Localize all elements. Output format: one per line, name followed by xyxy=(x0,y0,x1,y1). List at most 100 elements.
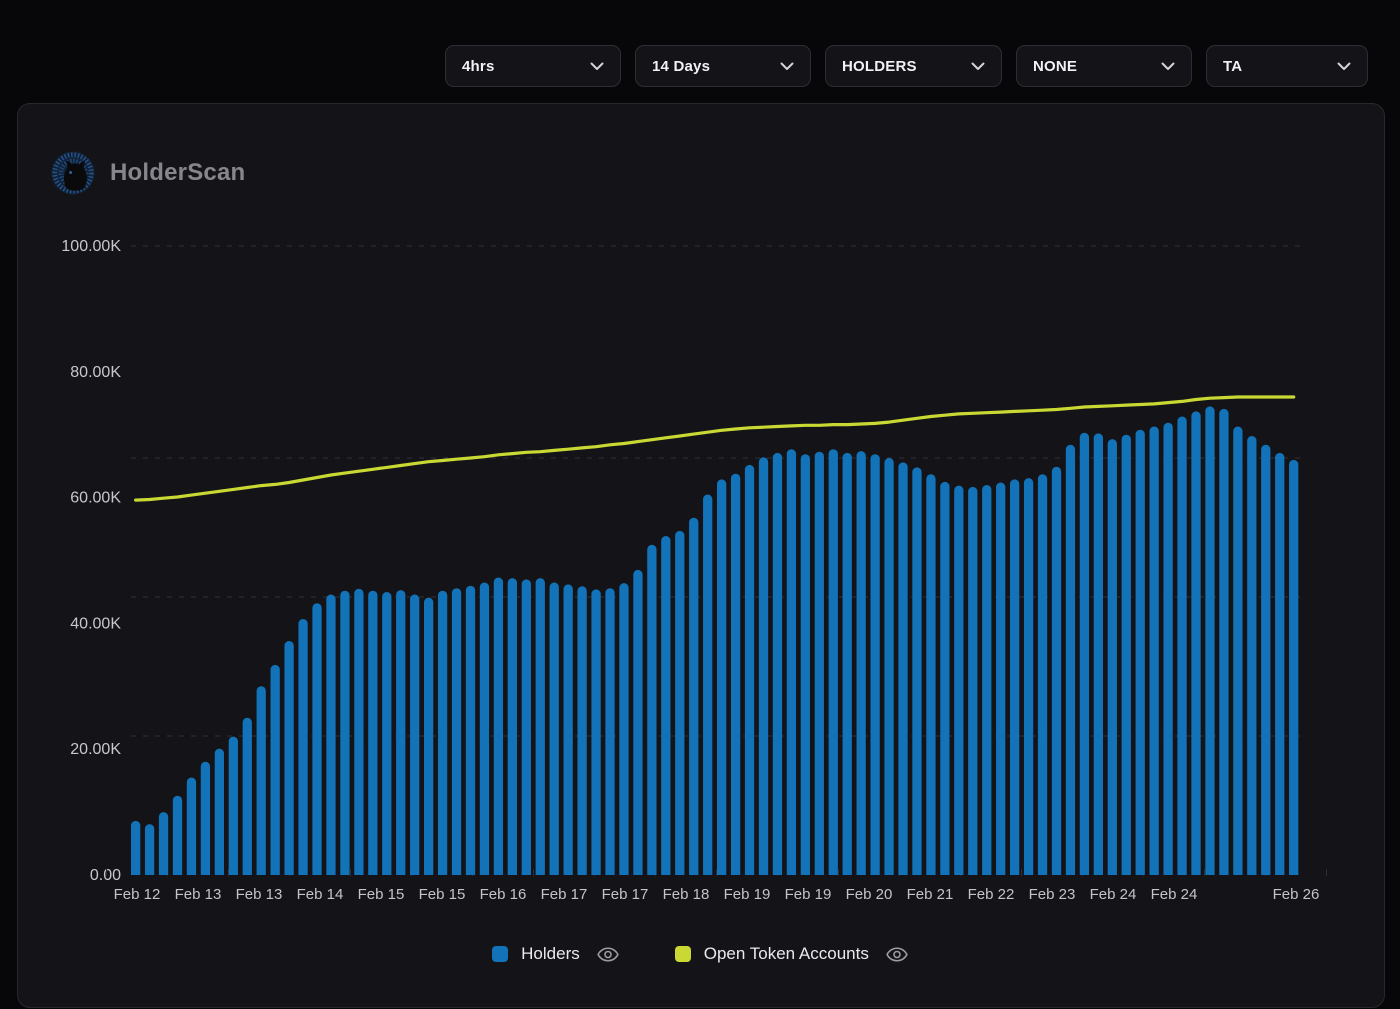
holders-bar[interactable] xyxy=(173,796,182,883)
y-axis-tick-label: 0.00 xyxy=(90,867,121,884)
open-token-accounts-color-chip xyxy=(675,946,691,962)
holders-bar[interactable] xyxy=(368,591,377,883)
holders-bar[interactable] xyxy=(522,579,531,883)
holders-bar[interactable] xyxy=(396,590,405,883)
holders-bar[interactable] xyxy=(661,536,670,883)
holders-bar[interactable] xyxy=(982,485,991,883)
holders-bar[interactable] xyxy=(633,570,642,883)
holders-bar[interactable] xyxy=(312,603,321,883)
holders-bar[interactable] xyxy=(717,479,726,883)
holders-bar[interactable] xyxy=(229,737,238,883)
holders-bar[interactable] xyxy=(340,591,349,883)
holders-bar[interactable] xyxy=(508,578,517,883)
holders-bar[interactable] xyxy=(605,588,614,883)
holders-bar[interactable] xyxy=(1247,436,1256,883)
holders-bar[interactable] xyxy=(1289,460,1298,883)
holders-bar[interactable] xyxy=(438,591,447,883)
holders-bar[interactable] xyxy=(675,531,684,883)
holders-bar[interactable] xyxy=(243,718,252,883)
holders-bar[interactable] xyxy=(591,589,600,883)
holders-bar[interactable] xyxy=(1122,435,1131,883)
holders-bar[interactable] xyxy=(1150,427,1159,884)
holders-bar[interactable] xyxy=(954,486,963,883)
holders-bar[interactable] xyxy=(187,778,196,884)
holders-bar[interactable] xyxy=(1191,411,1200,883)
holders-bar[interactable] xyxy=(801,454,810,883)
x-axis-tick-label: Feb 24 xyxy=(1090,886,1137,903)
holders-bar[interactable] xyxy=(1261,445,1270,883)
holders-bar[interactable] xyxy=(731,474,740,883)
holders-bar[interactable] xyxy=(1219,409,1228,883)
holders-bar[interactable] xyxy=(1163,423,1172,883)
holders-bar[interactable] xyxy=(912,467,921,883)
holders-bar[interactable] xyxy=(145,824,154,883)
holders-bar[interactable] xyxy=(284,641,293,883)
holders-bar[interactable] xyxy=(703,495,712,884)
holders-bar[interactable] xyxy=(1108,439,1117,883)
holders-bar[interactable] xyxy=(257,686,266,883)
holders-bar[interactable] xyxy=(354,589,363,883)
holders-bar[interactable] xyxy=(829,449,838,883)
holders-bar[interactable] xyxy=(271,665,280,883)
holders-bar[interactable] xyxy=(787,449,796,883)
holders-bar[interactable] xyxy=(996,483,1005,884)
holders-bar[interactable] xyxy=(870,454,879,883)
holders-bar[interactable] xyxy=(1136,430,1145,883)
holders-bar[interactable] xyxy=(159,812,168,883)
holders-bar[interactable] xyxy=(1066,445,1075,883)
holders-bar[interactable] xyxy=(382,592,391,883)
y-axis-tick-label: 80.00K xyxy=(70,364,121,381)
holders-bar[interactable] xyxy=(926,474,935,883)
holders-bar[interactable] xyxy=(815,452,824,883)
holders-bar[interactable] xyxy=(857,451,866,883)
chart-legend: Holders Open Token Accounts xyxy=(0,944,1400,964)
y-axis-tick-label: 100.00K xyxy=(61,238,121,255)
x-axis-tick-label: Feb 26 xyxy=(1273,886,1320,903)
holders-bar[interactable] xyxy=(131,821,140,883)
holders-bar[interactable] xyxy=(1024,478,1033,883)
holders-bar[interactable] xyxy=(494,578,503,884)
holders-legend-label: Holders xyxy=(521,944,580,964)
holders-bar[interactable] xyxy=(452,588,461,883)
holders-bar[interactable] xyxy=(647,545,656,883)
y-axis-tick-label: 60.00K xyxy=(70,490,121,507)
holders-bar[interactable] xyxy=(1094,433,1103,883)
holders-bar[interactable] xyxy=(410,595,419,884)
holders-bar[interactable] xyxy=(550,583,559,884)
holders-bar[interactable] xyxy=(968,487,977,883)
holders-bar[interactable] xyxy=(215,749,224,883)
x-axis-tick-label: Feb 15 xyxy=(358,886,405,903)
holders-bar[interactable] xyxy=(884,458,893,883)
holders-bar[interactable] xyxy=(298,619,307,883)
holders-bar[interactable] xyxy=(424,598,433,883)
holders-bar[interactable] xyxy=(843,453,852,883)
holders-bar[interactable] xyxy=(1177,417,1186,884)
holders-bar[interactable] xyxy=(745,465,754,883)
holders-bar[interactable] xyxy=(759,457,768,883)
legend-item-holders: Holders xyxy=(492,944,619,964)
open-token-accounts-visibility-eye-icon[interactable] xyxy=(886,947,908,962)
holders-bar[interactable] xyxy=(1038,474,1047,883)
holders-bar[interactable] xyxy=(1233,427,1242,884)
holders-bar[interactable] xyxy=(1205,406,1214,883)
holders-bar[interactable] xyxy=(689,518,698,883)
holders-bar[interactable] xyxy=(1275,453,1284,883)
holders-bar[interactable] xyxy=(466,586,475,883)
open-token-accounts-line[interactable] xyxy=(136,397,1294,500)
holders-bar[interactable] xyxy=(1052,467,1061,883)
holders-bar[interactable] xyxy=(619,583,628,883)
x-axis-tick-label: Feb 19 xyxy=(785,886,832,903)
holders-bar[interactable] xyxy=(1080,433,1089,883)
holders-bar[interactable] xyxy=(480,583,489,884)
holders-bar[interactable] xyxy=(564,584,573,883)
holders-bar[interactable] xyxy=(773,453,782,883)
holders-bar[interactable] xyxy=(577,586,586,883)
holders-bar[interactable] xyxy=(898,462,907,883)
holders-visibility-eye-icon[interactable] xyxy=(597,947,619,962)
holders-bar[interactable] xyxy=(201,762,210,883)
holders-bar[interactable] xyxy=(536,578,545,883)
holders-bar[interactable] xyxy=(1010,479,1019,883)
holderscan-screen: 4hrs 14 Days HOLDERS NONE TA xyxy=(0,0,1400,1009)
holders-bar[interactable] xyxy=(326,595,335,884)
holders-bar[interactable] xyxy=(940,482,949,883)
